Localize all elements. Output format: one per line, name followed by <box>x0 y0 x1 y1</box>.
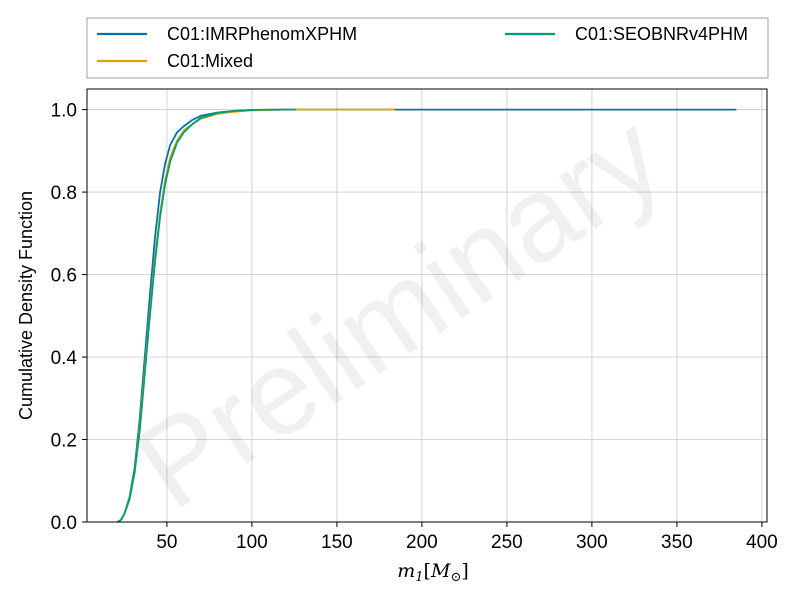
y-tick-label: 0.8 <box>51 183 77 204</box>
legend-box <box>86 17 769 79</box>
x-label-var: m <box>397 560 415 582</box>
x-axis-label: m1[M⊙] <box>397 560 469 585</box>
plot-area-frame <box>86 88 768 523</box>
x-label-sub: 1 <box>415 570 423 585</box>
x-label-open: [ <box>424 560 431 582</box>
x-tick-label: 100 <box>236 532 268 553</box>
y-tick-label: 1.0 <box>51 101 77 122</box>
legend-label: C01:Mixed <box>167 51 253 71</box>
x-tick-label: 200 <box>406 532 438 553</box>
watermark-text: Preliminary <box>113 88 685 535</box>
x-axis-ticks: 50 100 150 200 250 300 350 400 <box>156 522 778 553</box>
x-label-unit: M <box>430 560 451 582</box>
legend-label: C01:SEOBNRv4PHM <box>575 24 748 44</box>
x-tick-label: 150 <box>321 532 353 553</box>
x-label-unit-sub: ⊙ <box>450 570 461 585</box>
y-tick-label: 0.2 <box>51 431 77 452</box>
legend: C01:IMRPhenomXPHM C01:Mixed C01:SEOBNRv4PH… <box>86 17 769 79</box>
series-line <box>117 108 297 523</box>
x-tick-label: 400 <box>746 532 778 553</box>
y-tick-label: 0.6 <box>51 266 77 287</box>
x-label-close: ] <box>461 560 468 582</box>
y-axis-label: Cumulative Density Function <box>16 191 36 420</box>
x-tick-label: 50 <box>156 532 177 553</box>
x-tick-label: 350 <box>661 532 693 553</box>
y-tick-label: 0.0 <box>51 513 77 534</box>
series-lines <box>117 108 737 523</box>
y-axis-ticks: 0.0 0.2 0.4 0.6 0.8 1.0 <box>51 101 87 534</box>
legend-label: C01:IMRPhenomXPHM <box>167 24 357 44</box>
x-tick-label: 300 <box>576 532 608 553</box>
x-tick-label: 250 <box>491 532 523 553</box>
y-tick-label: 0.4 <box>51 348 78 369</box>
